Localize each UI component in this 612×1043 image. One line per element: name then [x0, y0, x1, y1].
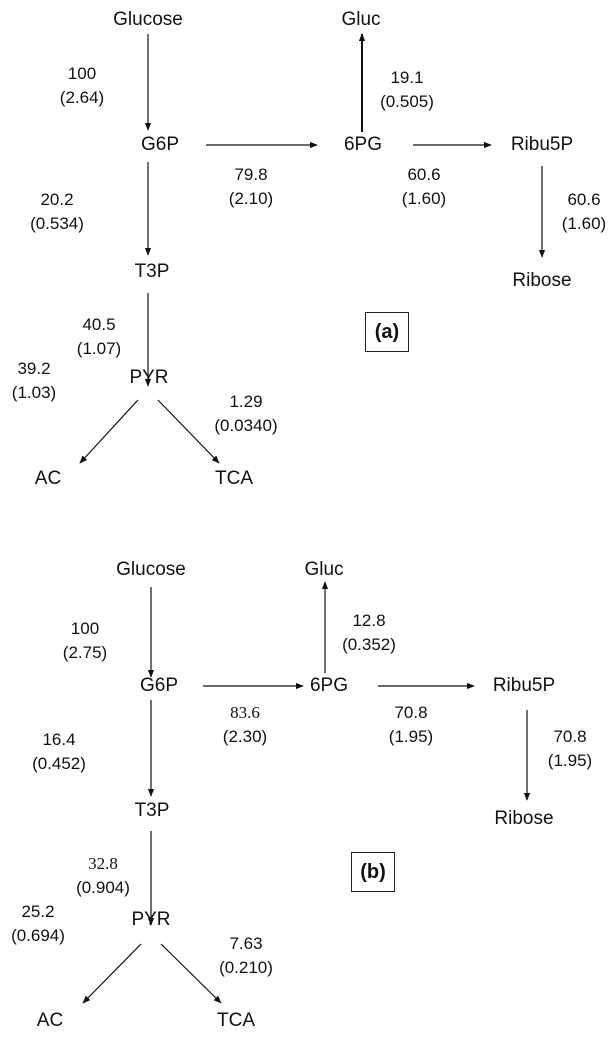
flux-rate: (2.30) — [222, 727, 268, 746]
flux-a-g6p-6pg: 79.8 (2.10) — [229, 163, 273, 211]
flux-value: 39.2 — [17, 359, 51, 378]
flux-a-pyr-ac: 39.2 (1.03) — [12, 357, 56, 405]
flux-value: 100 — [67, 64, 97, 83]
node-6pg: 6PG — [343, 134, 383, 155]
flux-b-g6p-t3p: 16.4 (0.452) — [32, 728, 86, 776]
flux-rate: (0.694) — [11, 926, 65, 945]
node-glucose: Glucose — [116, 559, 186, 580]
panel-b-tag: (b) — [351, 852, 395, 892]
flux-value: 25.2 — [21, 902, 55, 921]
flux-b-pyr-tca: 7.63 (0.210) — [219, 932, 273, 980]
node-ribose: Ribose — [494, 808, 554, 829]
node-ac: AC — [36, 1010, 64, 1031]
node-ribu5p: Ribu5P — [492, 675, 556, 696]
node-t3p: T3P — [134, 800, 170, 821]
flux-value: 19.1 — [390, 68, 424, 87]
flux-a-ribu5p-ribose: 60.6 (1.60) — [562, 188, 606, 236]
flux-b-pyr-ac: 25.2 (0.694) — [11, 900, 65, 948]
flux-value: 79.8 — [234, 165, 268, 184]
node-pyr: PYR — [131, 909, 171, 930]
flux-rate: (1.95) — [388, 727, 434, 746]
flux-rate: (0.210) — [219, 958, 273, 977]
flux-rate: (2.10) — [228, 189, 274, 208]
flux-value: 1.29 — [229, 392, 263, 411]
node-g6p: G6P — [139, 675, 179, 696]
flux-value: 100 — [70, 619, 100, 638]
flux-a-6pg-gluc: 19.1 (0.505) — [380, 66, 434, 114]
flux-value: 32.8 — [88, 854, 118, 873]
flux-rate: (1.95) — [547, 751, 593, 770]
flux-value: 20.2 — [40, 190, 74, 209]
flux-a-g6p-t3p: 20.2 (0.534) — [30, 188, 84, 236]
node-glucose: Glucose — [113, 9, 183, 30]
flux-b-6pg-ribu5p: 70.8 (1.95) — [389, 701, 433, 749]
node-tca: TCA — [217, 1010, 255, 1031]
flux-a-6pg-ribu5p: 60.6 (1.60) — [402, 163, 446, 211]
node-pyr: PYR — [129, 367, 169, 388]
flux-b-g6p-6pg: 83.6 (2.30) — [223, 701, 267, 749]
node-6pg: 6PG — [309, 675, 349, 696]
flux-a-pyr-tca: 1.29 (0.0340) — [214, 390, 277, 438]
arrow-a-pyr-tca — [157, 399, 220, 464]
flux-rate: (0.505) — [380, 92, 434, 111]
flux-rate: (2.75) — [62, 643, 108, 662]
flux-a-glucose-g6p: 100 (2.64) — [60, 62, 104, 110]
node-ribose: Ribose — [512, 270, 572, 291]
flux-rate: (1.07) — [76, 339, 122, 358]
flux-value: 70.8 — [394, 703, 428, 722]
flux-a-t3p-pyr: 40.5 (1.07) — [77, 313, 121, 361]
flux-value: 7.63 — [229, 934, 263, 953]
flux-value: 40.5 — [82, 315, 116, 334]
flux-rate: (1.60) — [401, 189, 447, 208]
flux-value: 16.4 — [42, 730, 76, 749]
flux-b-ribu5p-ribose: 70.8 (1.95) — [548, 725, 592, 773]
arrow-b-pyr-tca — [160, 943, 222, 1004]
flux-rate: (0.904) — [76, 878, 130, 897]
flux-rate: (0.352) — [342, 635, 396, 654]
node-g6p: G6P — [140, 134, 180, 155]
node-gluc: Gluc — [341, 9, 381, 30]
flux-value: 83.6 — [230, 703, 260, 722]
flux-value: 60.6 — [407, 165, 441, 184]
flux-rate: (2.64) — [59, 88, 105, 107]
arrow-a-pyr-ac — [79, 399, 139, 464]
node-gluc: Gluc — [304, 559, 344, 580]
node-t3p: T3P — [134, 261, 170, 282]
flux-value: 60.6 — [567, 190, 601, 209]
node-ac: AC — [34, 468, 62, 489]
flux-b-6pg-gluc: 12.8 (0.352) — [342, 609, 396, 657]
flux-rate: (1.03) — [11, 383, 57, 402]
flux-rate: (0.0340) — [214, 416, 278, 435]
node-tca: TCA — [215, 468, 253, 489]
flux-b-glucose-g6p: 100 (2.75) — [63, 617, 107, 665]
node-ribu5p: Ribu5P — [510, 134, 574, 155]
flux-rate: (1.60) — [561, 214, 607, 233]
flux-value: 12.8 — [352, 611, 386, 630]
flux-rate: (0.452) — [32, 754, 86, 773]
flux-b-t3p-pyr: 32.8 (0.904) — [76, 852, 130, 900]
flux-value: 70.8 — [553, 727, 587, 746]
panel-a-tag: (a) — [365, 312, 409, 352]
arrow-b-pyr-ac — [82, 943, 142, 1004]
flux-rate: (0.534) — [30, 214, 84, 233]
